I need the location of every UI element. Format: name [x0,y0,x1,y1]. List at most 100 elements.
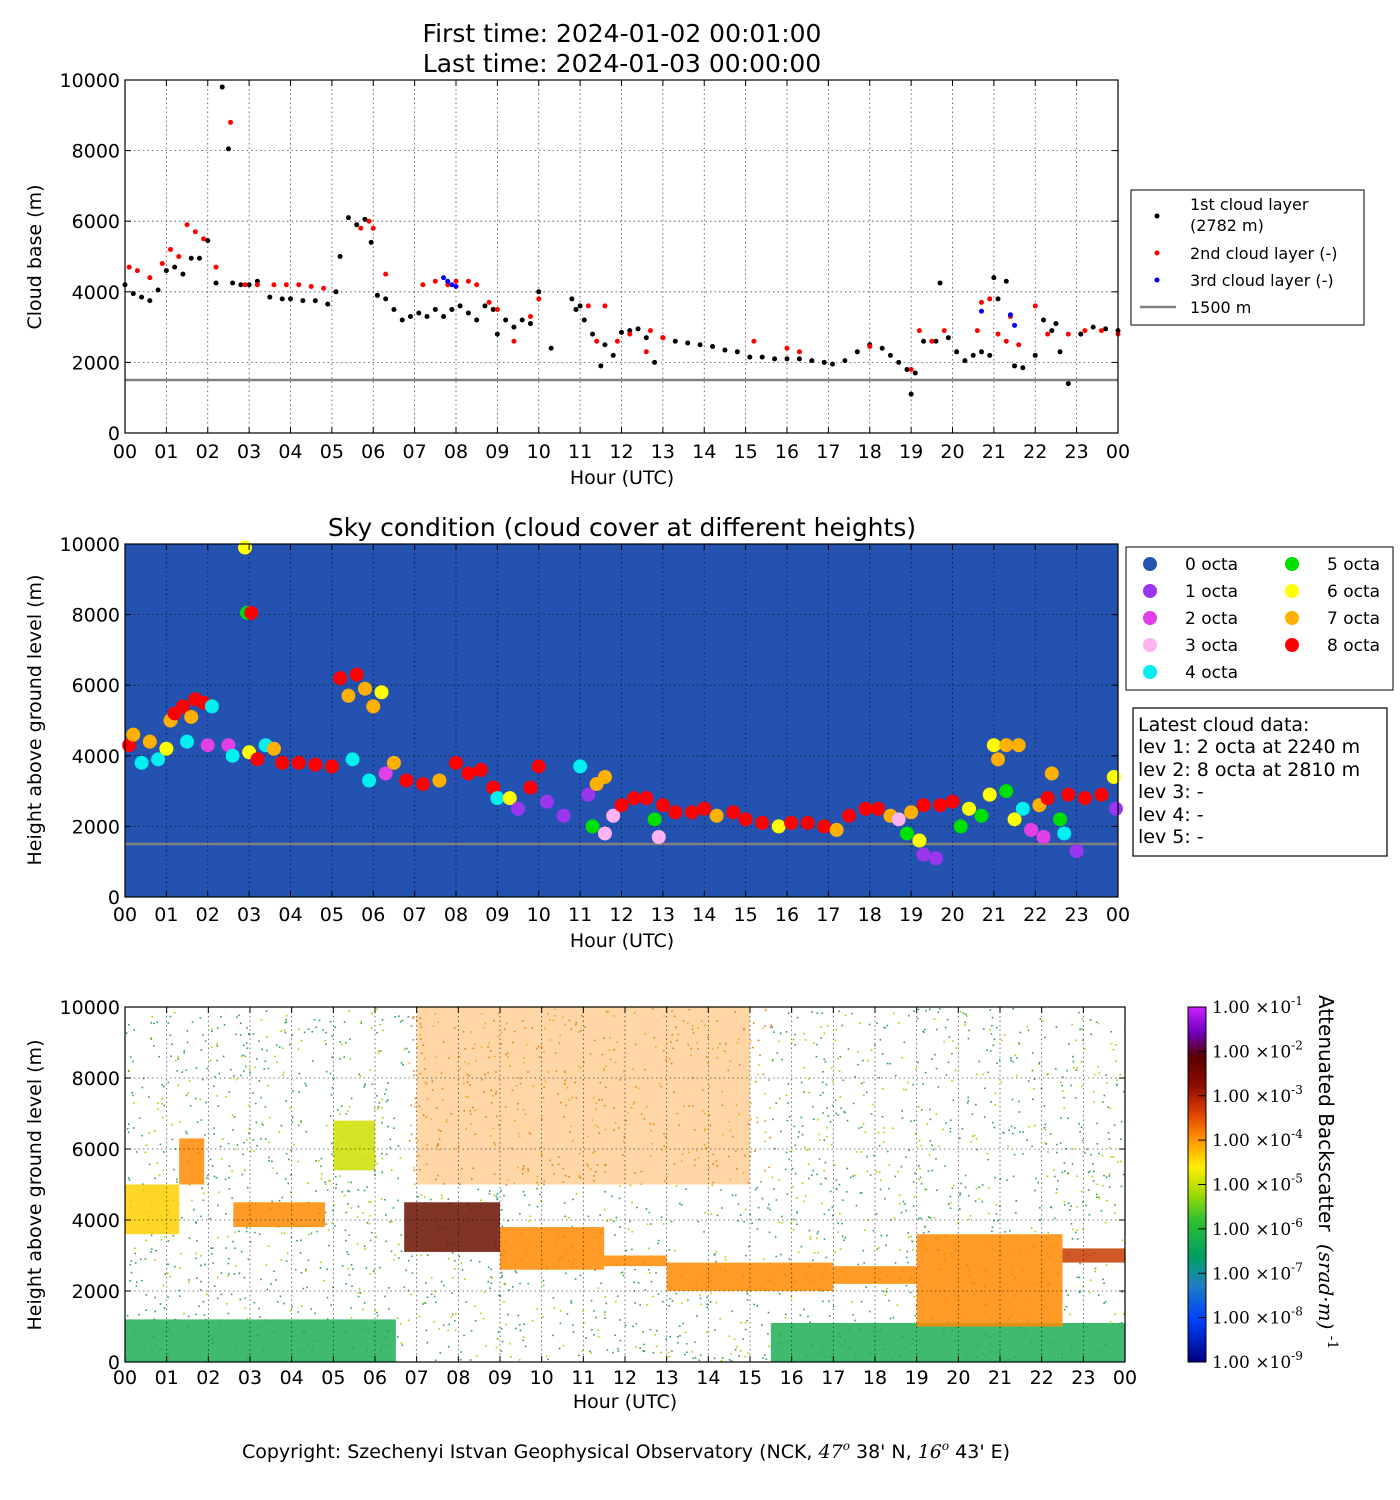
noise-dot [823,1058,826,1060]
noise-dot [242,1044,245,1047]
noise-dot [167,1081,170,1084]
noise-dot [258,1080,261,1082]
noise-dot [490,1282,493,1284]
noise-dot [557,1163,560,1165]
noise-dot [909,1291,912,1294]
noise-dot [988,1187,990,1189]
noise-dot [460,1351,462,1353]
noise-dot [759,1054,761,1057]
noise-dot [662,1223,665,1225]
x-tick-label: 00 [113,441,137,463]
noise-dot [612,1351,614,1354]
noise-dot [206,1067,209,1070]
layer2-point [192,229,198,235]
colorbar-unit-exponent: -1 [1324,1336,1340,1350]
noise-dot [358,1073,360,1076]
noise-dot [258,1040,260,1042]
noise-dot [388,1287,390,1289]
noise-dot [522,1167,525,1169]
sky-condition-ylabel: Height above ground level (m) [24,575,46,866]
noise-dot [649,1122,651,1125]
noise-dot [256,1058,258,1060]
noise-dot [300,1121,302,1124]
noise-dot [246,1139,248,1141]
noise-dot [484,1022,487,1025]
noise-dot [1106,1082,1109,1084]
layer1-point [354,222,360,228]
noise-dot [691,1028,694,1031]
noise-dot [868,1023,871,1026]
octa-point-7 [366,699,381,714]
noise-dot [163,1104,166,1107]
noise-dot [578,1065,580,1067]
noise-dot [781,1058,783,1061]
noise-dot [1108,1172,1111,1175]
noise-dot [511,1089,514,1092]
layer2-point [1016,342,1022,348]
y-tick-label: 4000 [72,1210,120,1232]
layer2-point [308,284,314,290]
noise-dot [285,1260,288,1262]
x-tick-label: 11 [568,904,592,926]
noise-dot [562,1016,564,1019]
noise-dot [937,1011,940,1014]
noise-dot [1063,1162,1066,1164]
octa-legend-label: 7 octa [1327,609,1380,629]
layer1-point [213,280,219,286]
noise-dot [642,1350,645,1352]
noise-dot [704,1024,707,1026]
noise-dot [445,1118,448,1121]
noise-dot [1115,1060,1117,1062]
noise-dot [1034,1230,1037,1233]
noise-dot [466,1073,469,1076]
noise-dot [607,1010,610,1013]
noise-dot [420,1026,423,1028]
noise-dot [283,1232,286,1235]
noise-dot [1098,1197,1101,1200]
sky-condition-title: Sky condition (cloud cover at different … [328,513,916,542]
noise-dot [343,1056,346,1058]
noise-dot [577,1354,580,1357]
noise-dot [183,1312,185,1315]
noise-dot [901,1056,903,1059]
octa-point-3 [891,812,906,827]
noise-dot [497,1036,499,1038]
layer1-point [619,329,624,335]
noise-dot [385,1240,388,1243]
noise-dot [246,1047,249,1049]
noise-dot [216,1276,219,1279]
noise-dot [656,1329,658,1332]
noise-dot [426,1296,429,1299]
noise-dot [872,1103,875,1106]
noise-dot [246,1027,248,1029]
noise-dot [542,1316,544,1318]
noise-dot [815,1055,818,1058]
noise-dot [904,1203,906,1205]
noise-dot [524,1345,527,1348]
noise-dot [816,1237,818,1240]
noise-dot [1026,1025,1029,1028]
noise-dot [964,1186,967,1189]
noise-dot [949,1127,952,1130]
noise-dot [634,1268,636,1271]
noise-dot [167,1296,169,1299]
noise-dot [882,1290,885,1293]
noise-dot [537,1183,540,1186]
layer2-point [453,278,459,284]
legend-label-layer3: 3rd cloud layer (-) [1190,271,1334,290]
layer1-point [569,296,575,302]
x-tick-label: 18 [858,441,882,463]
y-tick-label: 2000 [72,352,120,374]
noise-dot [740,1321,742,1324]
noise-dot [183,1051,185,1054]
noise-dot [297,1048,300,1051]
layer1-point [747,354,753,360]
noise-dot [728,1120,731,1123]
noise-dot [331,1035,333,1037]
noise-dot [804,1194,807,1197]
sky-condition-points [122,540,1123,866]
noise-dot [161,1097,164,1100]
layer2-point [486,299,492,305]
noise-dot [598,1099,601,1101]
noise-dot [349,1038,351,1041]
